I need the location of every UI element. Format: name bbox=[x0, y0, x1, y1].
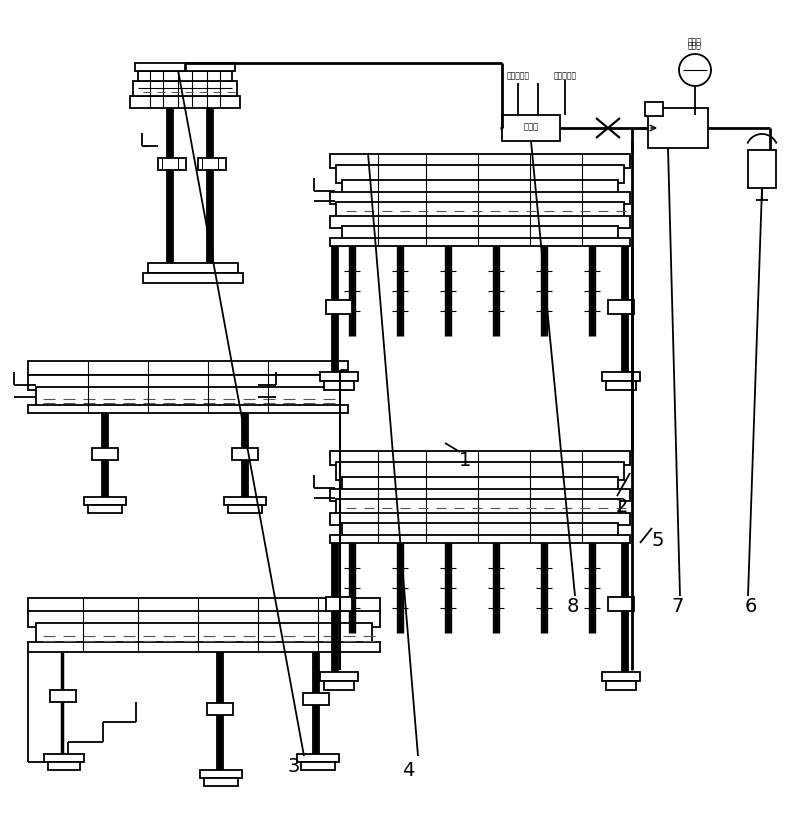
Bar bbox=[143, 273, 243, 283]
Bar bbox=[326, 300, 352, 314]
Bar bbox=[324, 681, 354, 690]
Bar bbox=[330, 192, 630, 204]
Bar bbox=[301, 762, 335, 770]
Text: 6: 6 bbox=[745, 596, 757, 615]
Bar bbox=[606, 681, 636, 690]
Bar bbox=[198, 158, 226, 170]
Bar bbox=[88, 505, 122, 513]
Bar bbox=[44, 754, 84, 762]
Bar bbox=[36, 387, 340, 407]
Bar bbox=[602, 372, 640, 381]
Bar bbox=[342, 523, 618, 537]
Bar bbox=[606, 381, 636, 390]
Bar bbox=[297, 754, 339, 762]
Bar bbox=[336, 202, 624, 218]
Bar bbox=[645, 102, 663, 116]
Bar bbox=[232, 448, 258, 460]
Bar bbox=[320, 672, 358, 681]
Bar bbox=[133, 81, 237, 96]
Bar bbox=[228, 505, 262, 513]
Bar bbox=[50, 690, 76, 702]
Bar bbox=[336, 165, 624, 183]
Bar bbox=[207, 703, 233, 715]
Bar bbox=[330, 535, 630, 543]
Text: 压力表: 压力表 bbox=[688, 41, 702, 50]
Bar bbox=[502, 115, 560, 141]
Bar bbox=[148, 263, 238, 273]
Bar bbox=[138, 71, 232, 81]
Bar bbox=[330, 451, 630, 465]
Bar bbox=[330, 216, 630, 228]
Bar bbox=[204, 778, 238, 786]
Text: 温度传感器: 温度传感器 bbox=[554, 71, 577, 80]
Bar bbox=[324, 381, 354, 390]
Bar bbox=[135, 63, 235, 71]
Text: 压力表: 压力表 bbox=[688, 37, 702, 46]
Bar bbox=[648, 108, 708, 148]
Bar bbox=[303, 693, 329, 705]
Text: 7: 7 bbox=[672, 596, 684, 615]
Bar bbox=[608, 300, 634, 314]
Bar bbox=[36, 623, 372, 645]
Bar bbox=[342, 226, 618, 240]
Bar bbox=[48, 762, 80, 770]
Bar bbox=[330, 238, 630, 246]
Bar bbox=[28, 405, 348, 413]
Bar bbox=[28, 642, 380, 652]
Bar bbox=[748, 150, 776, 188]
Text: 5: 5 bbox=[652, 531, 664, 550]
Bar bbox=[28, 611, 380, 627]
Bar bbox=[342, 477, 618, 493]
Text: 4: 4 bbox=[402, 762, 414, 780]
Bar bbox=[28, 598, 380, 612]
Bar bbox=[342, 180, 618, 196]
Bar bbox=[84, 497, 126, 505]
Text: 3: 3 bbox=[288, 757, 300, 775]
Bar bbox=[602, 672, 640, 681]
Text: 2: 2 bbox=[616, 497, 628, 515]
Bar bbox=[330, 489, 630, 501]
Bar bbox=[92, 448, 118, 460]
Bar bbox=[130, 96, 240, 108]
Bar bbox=[330, 513, 630, 525]
Bar bbox=[330, 154, 630, 168]
Bar bbox=[158, 158, 186, 170]
Bar bbox=[200, 770, 242, 778]
Bar bbox=[28, 375, 348, 390]
Bar bbox=[336, 462, 624, 480]
Text: 流量控制器: 流量控制器 bbox=[506, 71, 530, 80]
Bar bbox=[608, 597, 634, 611]
Bar bbox=[28, 361, 348, 375]
Bar bbox=[320, 372, 358, 381]
Bar bbox=[224, 497, 266, 505]
Bar bbox=[336, 499, 620, 515]
Text: 8: 8 bbox=[567, 596, 579, 615]
Bar bbox=[326, 597, 352, 611]
Text: 流量计: 流量计 bbox=[523, 123, 538, 132]
Text: 1: 1 bbox=[459, 452, 471, 470]
